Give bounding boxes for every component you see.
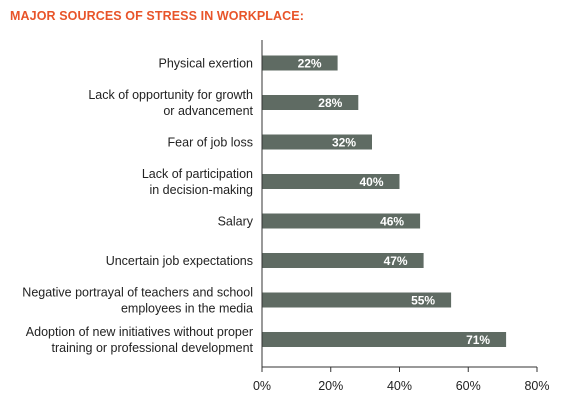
bar-2	[262, 95, 359, 110]
bar-5	[262, 213, 421, 229]
category-label-6: Uncertain job expectations	[106, 254, 253, 268]
value-label-5: 46%	[380, 215, 404, 229]
value-label-8: 71%	[466, 333, 490, 347]
bar-3	[262, 134, 372, 150]
category-label-5: Salary	[218, 215, 254, 229]
x-tick-label-0: 0%	[253, 379, 271, 393]
x-tick-label-80: 80%	[524, 379, 549, 393]
category-label-1: Physical exertion	[159, 57, 254, 71]
value-label-2: 28%	[318, 96, 342, 110]
category-label-3: Fear of job loss	[168, 136, 253, 150]
bar-6	[262, 253, 424, 268]
bar-4	[262, 174, 400, 189]
value-label-4: 40%	[359, 175, 383, 189]
value-label-1: 22%	[298, 57, 322, 71]
category-label-8: Adoption of new initiatives without prop…	[26, 325, 254, 355]
bar-8	[262, 332, 507, 347]
category-label-7: Negative portrayal of teachers and schoo…	[22, 286, 253, 316]
value-label-6: 47%	[384, 254, 408, 268]
x-tick-label-20: 20%	[318, 379, 343, 393]
category-label-2: Lack of opportunity for growth or advance…	[88, 88, 253, 118]
category-label-4: Lack of participation in decision-making	[142, 167, 253, 197]
x-tick-label-40: 40%	[387, 379, 412, 393]
value-label-3: 32%	[332, 136, 356, 150]
chart-title: MAJOR SOURCES OF STRESS IN WORKPLACE:	[10, 9, 304, 23]
x-tick-label-60: 60%	[456, 379, 481, 393]
bar-1	[262, 55, 338, 71]
bar-7	[262, 292, 452, 308]
value-label-7: 55%	[411, 294, 435, 308]
